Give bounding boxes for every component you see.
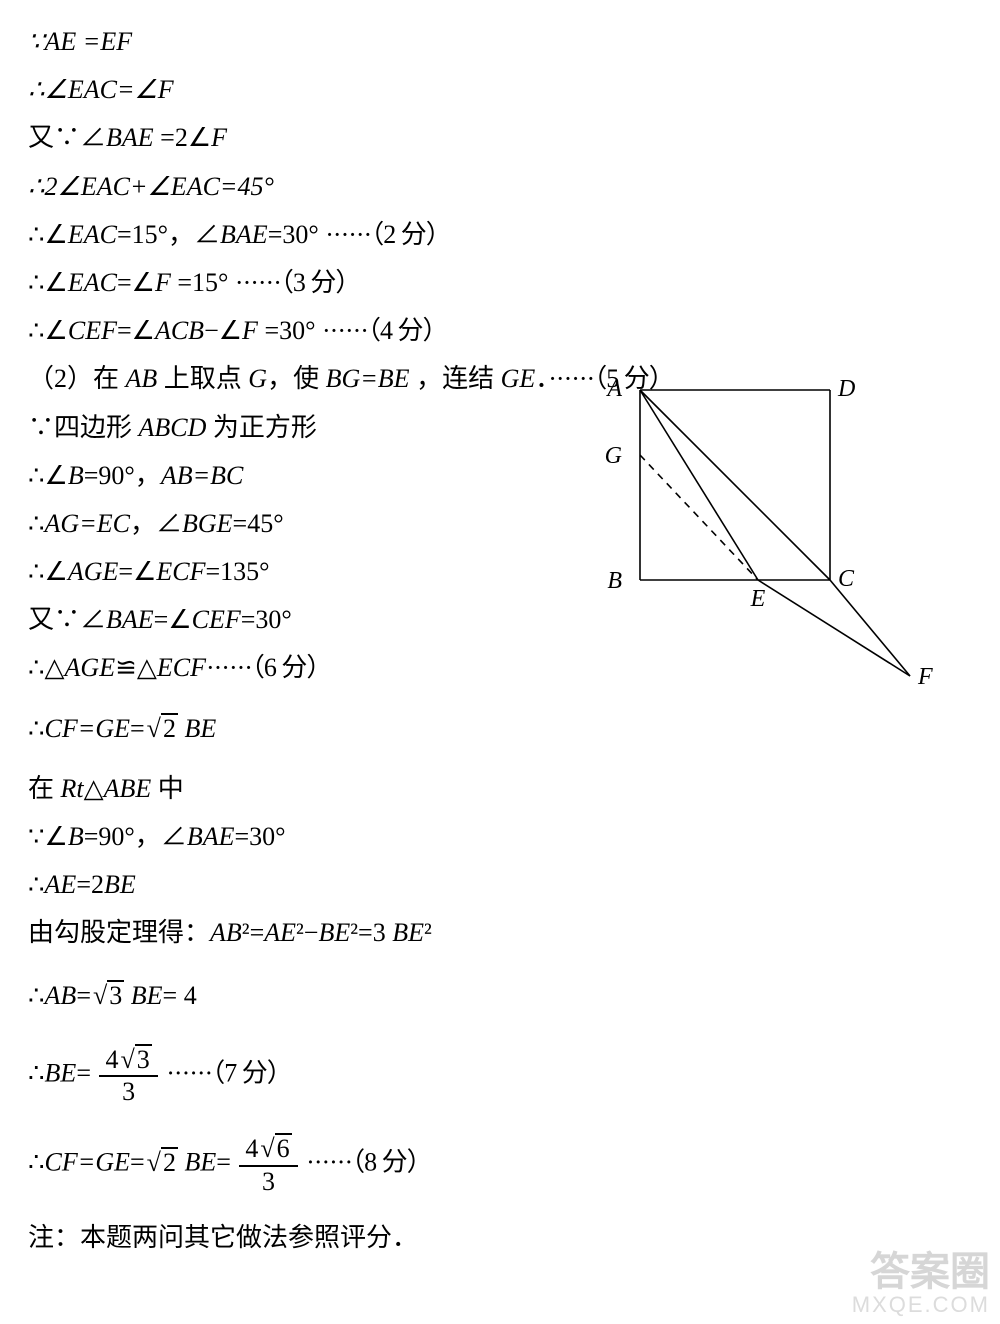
geometry-diagram: A D B C E G F	[580, 360, 940, 720]
line-1: ∵AE =EF	[28, 20, 972, 64]
svg-text:A: A	[605, 376, 622, 402]
line-20: ∴AB=3 BE= 4	[28, 974, 972, 1018]
watermark-title: 答案圈	[852, 1251, 990, 1293]
line-22: ∴CF=GE=2 BE= 46 3 ······（8 分）	[28, 1133, 972, 1196]
line-23: 注：本题两问其它做法参照评分．	[28, 1216, 972, 1260]
line-3: 又∵∠BAE =2∠F	[28, 116, 972, 160]
line-16: 在 Rt△ABE 中	[28, 767, 972, 811]
line-6: ∴∠EAC=∠F =15° ······（3 分）	[28, 261, 972, 305]
line-19: 由勾股定理得：AB²=AE²−BE²=3 BE²	[28, 911, 972, 955]
svg-text:B: B	[607, 568, 622, 594]
line-7: ∴∠CEF=∠ACB−∠F =30° ······（4 分）	[28, 309, 972, 353]
line-4: ∴2∠EAC+∠EAC=45°	[28, 165, 972, 209]
svg-text:D: D	[837, 376, 855, 402]
watermark: 答案圈 MXQE.COM	[852, 1251, 990, 1316]
line-18: ∴AE=2BE	[28, 863, 972, 907]
watermark-url: MXQE.COM	[852, 1293, 990, 1316]
line-5: ∴∠EAC=15°，∠BAE=30° ······（2 分）	[28, 213, 972, 257]
svg-text:E: E	[750, 586, 766, 612]
line-21: ∴BE= 43 3 ······（7 分）	[28, 1044, 972, 1107]
line-2: ∴∠EAC=∠F	[28, 68, 972, 112]
line-17: ∵∠B=90°，∠BAE=30°	[28, 815, 972, 859]
svg-text:C: C	[838, 566, 855, 592]
svg-text:G: G	[605, 443, 622, 469]
svg-text:F: F	[917, 664, 933, 690]
